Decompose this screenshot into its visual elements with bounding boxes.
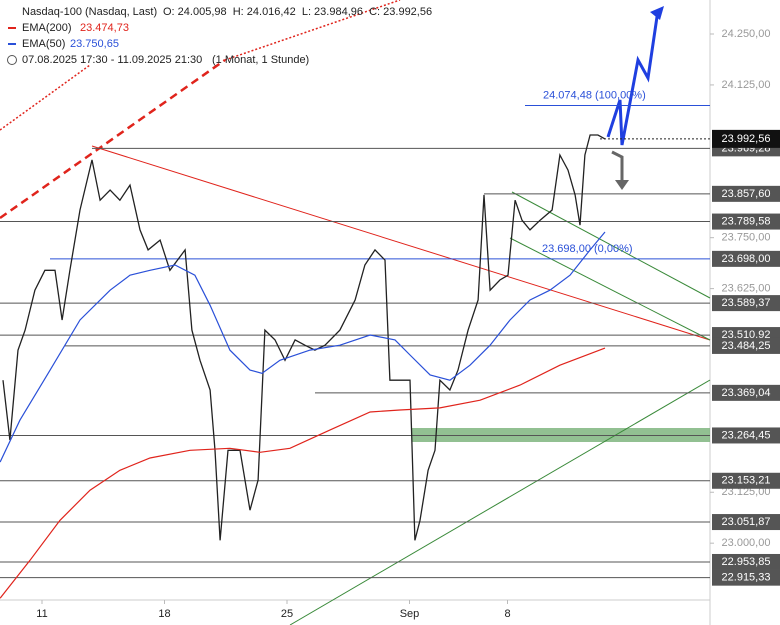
level-box <box>712 295 780 312</box>
series-line <box>2 134 606 541</box>
y-tick-label: 23.750,00 <box>722 232 771 244</box>
y-tick-label: 23.625,00 <box>722 283 771 295</box>
trend-line <box>91 145 711 341</box>
arrow-head <box>615 180 629 190</box>
level-label: 22.953,85 <box>722 556 771 568</box>
y-tick-label: 23.000,00 <box>722 537 771 549</box>
legend-value: 23.750,65 <box>70 38 119 50</box>
chart-title: Nasdaq-100 (Nasdaq, Last) <box>22 6 157 18</box>
ohlc: O: 24.005,98 H: 24.016,42 L: 23.984,96 C… <box>163 6 432 18</box>
level-box <box>712 553 780 570</box>
y-tick-label: 24.250,00 <box>722 28 771 40</box>
level-label: 22.915,33 <box>722 572 771 584</box>
x-tick-label: 8 <box>504 608 510 620</box>
trend-line <box>0 58 226 220</box>
y-tick-label: 23.125,00 <box>722 486 771 498</box>
y-tick-label: 24.125,00 <box>722 79 771 91</box>
level-box <box>712 514 780 531</box>
forecast-arrow <box>606 9 660 146</box>
level-label: 23.051,87 <box>722 516 771 528</box>
last-price-box <box>712 129 780 148</box>
level-label: 23.698,00 <box>722 253 771 265</box>
level-label: 23.857,60 <box>722 188 771 200</box>
level-box <box>712 337 780 354</box>
arrow-head <box>650 6 664 20</box>
level-box <box>712 250 780 267</box>
level-label: 23.589,37 <box>722 297 771 309</box>
level-box <box>712 213 780 230</box>
level-label: 23.369,04 <box>722 387 771 399</box>
x-tick-label: 25 <box>281 608 293 620</box>
last-price-label: 23.992,56 <box>722 133 771 145</box>
level-label: 23.153,21 <box>722 475 771 487</box>
level-box <box>712 384 780 401</box>
period: (1 Monat, 1 Stunde) <box>212 54 309 66</box>
trend-line <box>511 191 711 299</box>
level-box <box>712 185 780 202</box>
plot <box>0 105 710 599</box>
forecast-arrow <box>611 150 624 182</box>
level-label: 23.264,45 <box>722 429 771 441</box>
trend-line <box>0 64 91 131</box>
series-line <box>0 347 606 599</box>
trend-line <box>509 237 711 341</box>
legend-label: EMA(200) <box>22 22 72 34</box>
fib-label: 23.698,00 (0,00%) <box>542 243 633 255</box>
level-box <box>712 472 780 489</box>
series-line <box>0 231 606 463</box>
legend-label: EMA(50) <box>22 38 65 50</box>
x-tick-label: Sep <box>400 608 420 620</box>
trend-line <box>224 0 401 61</box>
legend-value: 23.474,73 <box>80 22 129 34</box>
level-label: 23.789,58 <box>722 215 771 227</box>
level-box <box>712 427 780 444</box>
fib-label: 24.074,48 (100,00%) <box>543 89 646 101</box>
level-label: 23.484,25 <box>722 340 771 352</box>
date-range: 07.08.2025 17:30 - 11.09.2025 21:30 <box>22 54 202 66</box>
clock-icon <box>7 55 17 65</box>
x-tick-label: 18 <box>158 608 170 620</box>
trend-line <box>289 379 711 625</box>
x-tick-label: 11 <box>36 608 47 620</box>
level-box <box>712 569 780 586</box>
